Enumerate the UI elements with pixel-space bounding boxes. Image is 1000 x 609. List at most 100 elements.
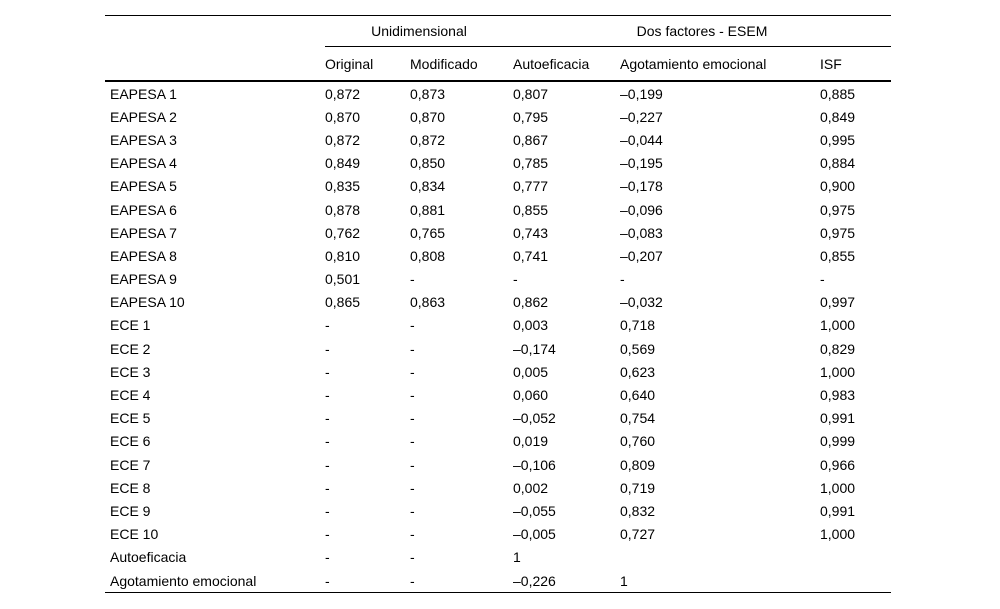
cell: - <box>410 387 415 404</box>
cell: 0,863 <box>410 294 446 311</box>
cell: 0,872 <box>410 131 446 148</box>
cell: 0,995 <box>820 131 856 148</box>
factor-loadings-table: Unidimensional Dos factores - ESEM Origi… <box>105 15 892 594</box>
cell: 0,997 <box>820 294 856 311</box>
table-row: ECE 8 - - 0,002 0,719 1,000 <box>105 476 891 499</box>
cell: –0,227 <box>620 108 663 125</box>
table-row: ECE 7 - - –0,106 0,809 0,966 <box>105 453 891 476</box>
cell: 0,862 <box>513 294 549 311</box>
row-label: ECE 9 <box>110 502 151 519</box>
cell: –0,178 <box>620 178 663 195</box>
cell: - <box>620 271 625 288</box>
factor-loadings-table-container: Unidimensional Dos factores - ESEM Origi… <box>105 15 892 594</box>
row-label: ECE 7 <box>110 456 151 473</box>
table-row: ECE 4 - - 0,060 0,640 0,983 <box>105 383 891 406</box>
cell: 0,975 <box>820 201 856 218</box>
cell: 0,867 <box>513 131 549 148</box>
cell: - <box>410 433 415 450</box>
cell: 0,865 <box>325 294 361 311</box>
cell: –0,199 <box>620 85 663 102</box>
table-row: Autoeficacia - - 1 <box>105 546 891 569</box>
cell <box>820 569 891 593</box>
row-label: ECE 8 <box>110 479 151 496</box>
row-label: Agotamiento emocional <box>110 572 257 589</box>
table-body: EAPESA 1 0,872 0,873 0,807 –0,199 0,885 EAPESA… <box>105 81 891 593</box>
cell: –0,207 <box>620 247 663 264</box>
table-row: EAPESA 7 0,762 0,765 0,743 –0,083 0,975 <box>105 221 891 244</box>
cell: 0,872 <box>325 131 361 148</box>
table-row: ECE 9 - - –0,055 0,832 0,991 <box>105 499 891 522</box>
cell: 0,809 <box>620 456 656 473</box>
cell: - <box>325 526 330 543</box>
cell: 1,000 <box>820 363 856 380</box>
table-row: EAPESA 3 0,872 0,872 0,867 –0,044 0,995 <box>105 128 891 151</box>
cell: 0,741 <box>513 247 549 264</box>
cell: - <box>410 271 415 288</box>
cell: 0,849 <box>325 155 361 172</box>
cell: 0,999 <box>820 433 856 450</box>
cell: 0,855 <box>513 201 549 218</box>
cell: 0,795 <box>513 108 549 125</box>
cell: 0,640 <box>620 387 656 404</box>
cell: 1 <box>513 549 521 566</box>
cell <box>820 546 891 569</box>
cell: 0,777 <box>513 178 549 195</box>
row-label: EAPESA 3 <box>110 131 177 148</box>
cell: 1,000 <box>820 526 856 543</box>
cell: –0,096 <box>620 201 663 218</box>
cell: - <box>325 317 330 334</box>
row-label: ECE 5 <box>110 410 151 427</box>
cell: 0,975 <box>820 224 856 241</box>
cell: - <box>325 572 330 589</box>
cell: 0,785 <box>513 155 549 172</box>
column-header-isf: ISF <box>820 46 892 82</box>
cell: 0,019 <box>513 433 549 450</box>
cell: 0,808 <box>410 247 446 264</box>
table-row: ECE 10 - - –0,005 0,727 1,000 <box>105 523 891 546</box>
cell: 0,900 <box>820 178 856 195</box>
cell: 0,870 <box>410 108 446 125</box>
column-header-modificado: Modificado <box>410 46 513 82</box>
row-label: EAPESA 7 <box>110 224 177 241</box>
row-label: EAPESA 6 <box>110 201 177 218</box>
row-label: ECE 6 <box>110 433 151 450</box>
table-row: EAPESA 8 0,810 0,808 0,741 –0,207 0,855 <box>105 244 891 267</box>
cell: - <box>325 433 330 450</box>
cell: - <box>325 410 330 427</box>
cell: - <box>410 363 415 380</box>
cell: 0,765 <box>410 224 446 241</box>
cell: 0,966 <box>820 456 856 473</box>
cell: 0,005 <box>513 363 549 380</box>
cell: 0,807 <box>513 85 549 102</box>
cell: 0,760 <box>620 433 656 450</box>
table-row: EAPESA 2 0,870 0,870 0,795 –0,227 0,849 <box>105 105 891 128</box>
row-label: EAPESA 10 <box>110 294 185 311</box>
table-row: EAPESA 10 0,865 0,863 0,862 –0,032 0,997 <box>105 291 891 314</box>
column-header-autoeficacia: Autoeficacia <box>513 46 620 82</box>
cell: –0,195 <box>620 155 663 172</box>
cell <box>620 546 820 569</box>
cell: 0,623 <box>620 363 656 380</box>
row-label: ECE 1 <box>110 317 151 334</box>
cell: - <box>410 502 415 519</box>
cell: 0,718 <box>620 317 656 334</box>
cell: 0,884 <box>820 155 856 172</box>
cell: 0,810 <box>325 247 361 264</box>
cell: 0,754 <box>620 410 656 427</box>
cell: 0,569 <box>620 340 656 357</box>
row-label: ECE 10 <box>110 526 159 543</box>
cell: –0,032 <box>620 294 663 311</box>
cell: - <box>325 502 330 519</box>
cell: 0,870 <box>325 108 361 125</box>
cell: 0,878 <box>325 201 361 218</box>
cell: 0,829 <box>820 340 856 357</box>
cell: –0,106 <box>513 456 556 473</box>
cell: - <box>820 271 825 288</box>
table-row: EAPESA 5 0,835 0,834 0,777 –0,178 0,900 <box>105 175 891 198</box>
cell: - <box>410 572 415 589</box>
cell: 0,873 <box>410 85 446 102</box>
cell: 0,060 <box>513 387 549 404</box>
cell: 0,719 <box>620 479 656 496</box>
column-header-original: Original <box>325 46 410 82</box>
cell: 0,855 <box>820 247 856 264</box>
